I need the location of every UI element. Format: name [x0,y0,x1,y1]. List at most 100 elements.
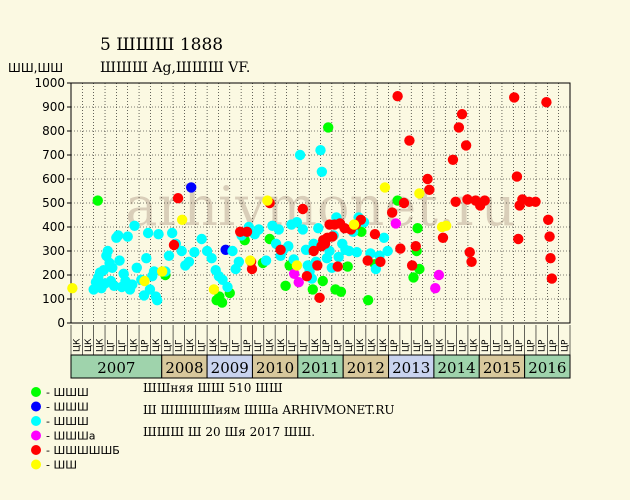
half-label: ЦК [277,338,287,352]
half-label: ЦГ [447,340,457,352]
data-point [543,214,554,225]
half-label: ЦГ [299,340,309,352]
year-label: 2010 [256,359,294,377]
data-point [166,227,178,239]
data-point [139,275,150,287]
legend-marker [31,401,41,412]
half-label: ЦР [481,339,491,352]
data-point [332,261,343,272]
data-point [227,245,238,257]
data-point [343,245,355,257]
half-label: ЦР [549,339,559,352]
note-source: Ш ШШШШиям ШШа ARHIVMONET.RU [143,403,395,417]
half-label: ЦР [515,339,525,352]
data-point [142,227,154,239]
data-point [453,122,465,133]
data-point [297,224,309,235]
data-point [172,193,184,204]
year-label: 2016 [528,359,566,377]
y-axis-ticks: 0 100 200 300 400 500 600 700 800 900 1000 [34,76,71,330]
data-point [410,241,421,252]
data-point [241,226,253,237]
data-point [253,224,265,235]
y-tick-label: 1000 [34,76,65,90]
half-label: ЦР [504,339,514,352]
chart-subtitle: ШШШ Ag,ШШШ VF. [100,60,250,76]
y-tick-label: 0 [57,316,65,330]
data-point [315,145,326,156]
data-point [114,255,125,266]
data-point [386,207,398,218]
data-point [433,269,445,281]
data-point [509,92,520,103]
half-label: ЦК [209,338,219,352]
half-label: ЦР [141,339,151,352]
half-label: ЦК [152,338,162,352]
data-point [102,245,113,257]
data-point [291,217,303,228]
data-point [464,247,475,258]
data-point [414,188,425,199]
data-point [362,295,374,306]
data-point [456,109,468,120]
half-label: ЦК [95,338,105,352]
half-label: ЦК [129,338,139,352]
legend-label: - ШШШ [46,386,89,399]
data-point [513,233,524,245]
data-point [351,247,362,258]
half-label: ЦР [334,339,344,352]
data-point [447,154,459,165]
legend-label: - ШШШ [46,415,89,428]
half-label: ЦГ [254,340,264,352]
data-point [163,250,175,261]
year-label: 2012 [347,359,385,377]
data-point [541,97,552,108]
data-point [333,251,344,263]
data-point [382,245,393,257]
half-label: ЦГ [107,340,117,352]
half-label: ЦР [538,339,548,352]
data-point [67,283,78,294]
y-axis-label: ШШ,ШШ [8,61,63,75]
note-average-price: ШШняя ШШ 510 ШШ [143,381,283,395]
data-point [129,220,140,231]
data-point [176,245,187,257]
data-point [283,241,294,252]
data-point [153,229,164,240]
legend-marker [31,430,41,441]
data-point [530,196,541,207]
data-point [186,182,197,193]
data-point [307,284,318,295]
data-point [323,122,334,133]
data-point [395,243,406,254]
year-label: 2007 [97,359,135,377]
data-point [189,247,200,258]
data-point [144,284,156,295]
data-point [362,255,373,266]
note-date: ШШШ Ш 20 Шя 2017 ШШ. [143,425,315,439]
half-label: ЦК [84,338,94,352]
half-label: ЦК [356,338,366,352]
y-tick-label: 800 [42,124,65,138]
legend: - ШШШ- ШШШ- ШШШ- ШШШа- ШШШШШБ- ШШ [31,386,120,472]
data-point [301,271,313,282]
data-point [151,295,163,306]
half-label: ЦК [379,338,389,352]
data-point [206,253,217,264]
half-label: ЦГ [413,340,423,352]
data-point [98,265,109,276]
half-label: ЦГ [175,340,185,352]
data-point [293,277,304,288]
data-point [348,219,360,230]
half-label: ЦР [163,339,173,352]
y-tick-label: 500 [42,196,65,210]
data-point [546,273,558,284]
data-point [312,260,323,271]
data-point [300,244,312,255]
data-point [313,223,324,234]
data-point [288,268,300,279]
legend-label: - ШШШШШБ [46,444,120,457]
legend-marker [31,459,41,470]
data-point [112,230,124,241]
data-point [422,173,433,185]
